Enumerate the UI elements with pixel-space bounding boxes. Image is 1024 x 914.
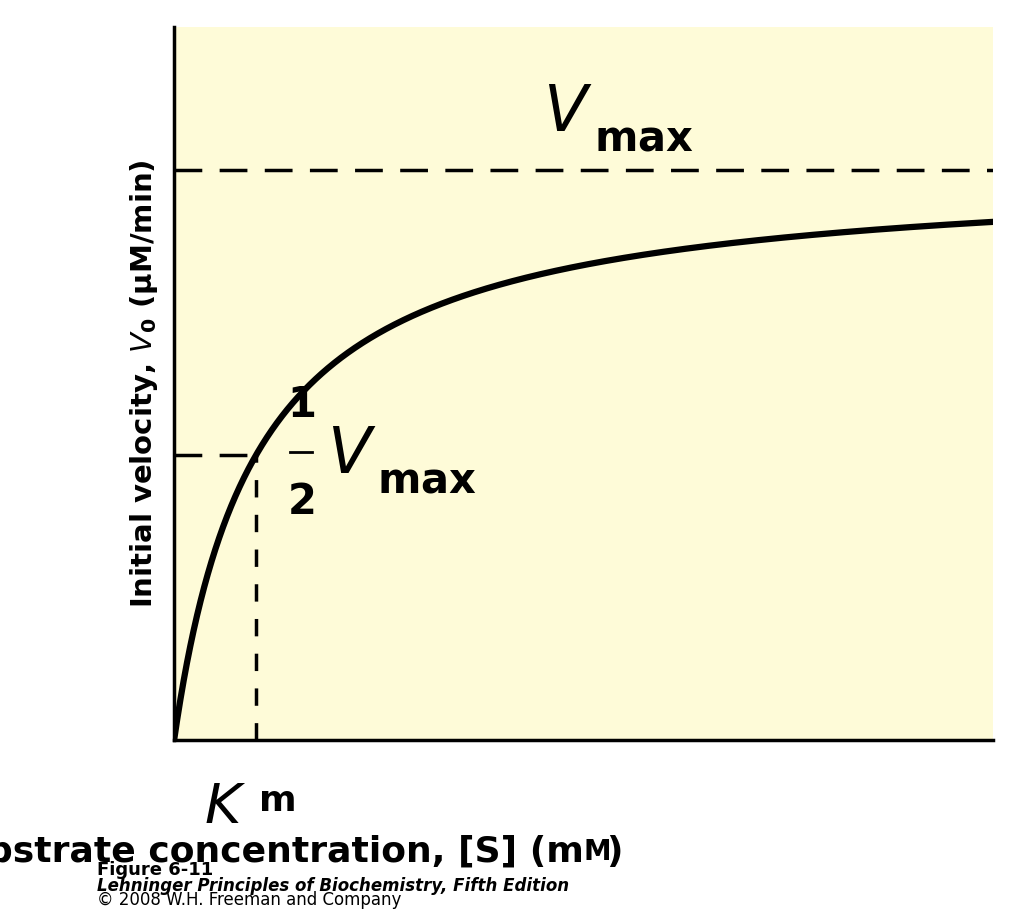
- Text: $\mathbf{m}$: $\mathbf{m}$: [258, 783, 295, 818]
- Text: © 2008 W.H. Freeman and Company: © 2008 W.H. Freeman and Company: [97, 891, 401, 909]
- Y-axis label: Initial velocity, $\mathbf{\mathit{V}_0}$ (μM/min): Initial velocity, $\mathbf{\mathit{V}_0}…: [128, 160, 160, 608]
- Text: $\mathbf{max}$: $\mathbf{max}$: [377, 460, 477, 502]
- Text: $\mathbf{\mathit{V}}$: $\mathbf{\mathit{V}}$: [328, 424, 377, 486]
- Text: Figure 6-11: Figure 6-11: [97, 861, 214, 879]
- Text: ): ): [606, 834, 624, 868]
- Text: $\mathbf{max}$: $\mathbf{max}$: [594, 118, 693, 160]
- Text: M: M: [584, 837, 611, 866]
- Text: $\mathbf{1}$: $\mathbf{1}$: [287, 384, 315, 426]
- Text: $\mathbf{2}$: $\mathbf{2}$: [288, 481, 314, 523]
- Text: Lehninger Principles of Biochemistry, Fifth Edition: Lehninger Principles of Biochemistry, Fi…: [97, 877, 569, 895]
- Text: $\mathbf{\mathit{V}}$: $\mathbf{\mathit{V}}$: [543, 82, 592, 144]
- Text: $\mathbf{\mathit{K}}$: $\mathbf{\mathit{K}}$: [204, 781, 246, 835]
- Text: Substrate concentration, [S] (m: Substrate concentration, [S] (m: [0, 834, 584, 868]
